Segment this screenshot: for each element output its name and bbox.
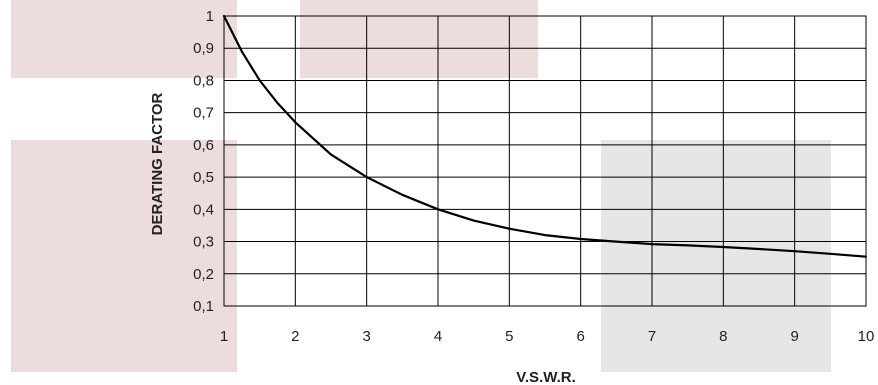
y-axis-label: DERATING FACTOR bbox=[149, 92, 166, 235]
y-tick-label: 0,4 bbox=[193, 201, 214, 218]
x-tick-label: 10 bbox=[858, 328, 875, 345]
x-tick-labels: 1 2 3 4 5 6 7 8 9 10 bbox=[220, 328, 875, 345]
x-tick-label: 5 bbox=[505, 328, 513, 345]
y-tick-label: 0,8 bbox=[193, 72, 214, 89]
bg-block-pink-top-center bbox=[300, 0, 538, 78]
grid bbox=[223, 15, 867, 307]
y-tick-label: 0,5 bbox=[193, 169, 214, 186]
y-tick-label: 0,9 bbox=[193, 40, 214, 57]
y-tick-label: 0,2 bbox=[193, 266, 214, 283]
series-lines bbox=[222, 14, 868, 258]
y-tick-label: 0,7 bbox=[193, 105, 214, 122]
y-tick-label: 0,6 bbox=[193, 137, 214, 154]
x-tick-label: 6 bbox=[576, 328, 584, 345]
bg-block-pink-left-bottom bbox=[11, 140, 237, 372]
x-tick-label: 8 bbox=[719, 328, 727, 345]
y-tick-label: 0,1 bbox=[193, 298, 214, 315]
x-tick-label: 1 bbox=[220, 328, 228, 345]
x-tick-label: 9 bbox=[790, 328, 798, 345]
x-tick-label: 3 bbox=[362, 328, 370, 345]
x-tick-label: 2 bbox=[291, 328, 299, 345]
x-tick-label: 4 bbox=[434, 328, 442, 345]
plot-border bbox=[223, 15, 867, 307]
y-tick-labels: 0,1 0,2 0,3 0,4 0,5 0,6 0,7 0,8 0,9 1 bbox=[193, 8, 214, 315]
bg-block-pink-left-top bbox=[11, 0, 237, 78]
y-tick-label: 0,3 bbox=[193, 234, 214, 251]
bg-block-gray-right bbox=[601, 140, 831, 372]
x-tick-label: 7 bbox=[648, 328, 656, 345]
x-axis-label: V.S.W.R. bbox=[516, 369, 575, 385]
y-tick-label: 1 bbox=[206, 8, 214, 25]
series-line-0 bbox=[222, 14, 868, 258]
